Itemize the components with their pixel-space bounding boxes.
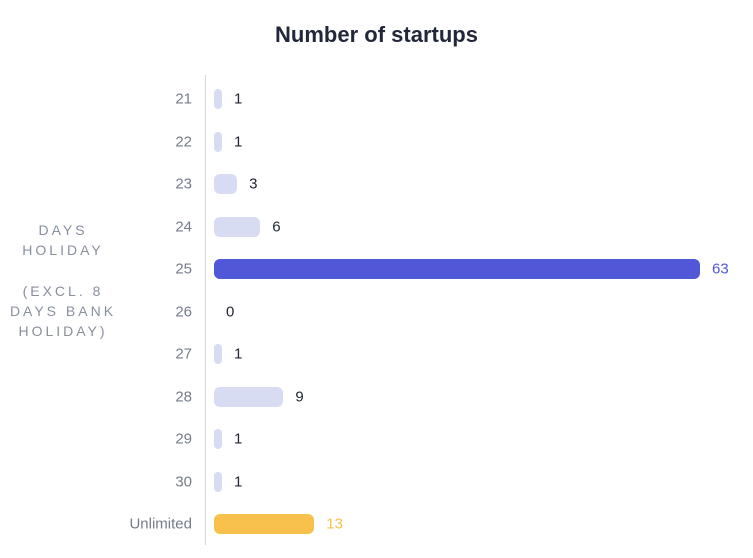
bar bbox=[214, 174, 237, 194]
category-label: 26 bbox=[0, 303, 192, 320]
chart-row: 27 1 bbox=[0, 333, 753, 376]
category-label: 24 bbox=[0, 218, 192, 235]
value-label: 13 bbox=[326, 516, 343, 533]
value-label: 1 bbox=[234, 473, 242, 490]
chart-row: 21 1 bbox=[0, 78, 753, 121]
value-label: 6 bbox=[272, 218, 280, 235]
category-label: 28 bbox=[0, 388, 192, 405]
bar bbox=[214, 387, 283, 407]
chart-row: 23 3 bbox=[0, 163, 753, 206]
category-label: Unlimited bbox=[0, 516, 192, 533]
bar bbox=[214, 344, 222, 364]
chart-row: 25 63 bbox=[0, 248, 753, 291]
value-label: 63 bbox=[712, 261, 729, 278]
bar bbox=[214, 89, 222, 109]
value-label: 1 bbox=[234, 431, 242, 448]
category-label: 22 bbox=[0, 133, 192, 150]
chart-row: 22 1 bbox=[0, 121, 753, 164]
chart-row: 29 1 bbox=[0, 418, 753, 461]
chart-row: 24 6 bbox=[0, 206, 753, 249]
value-label: 0 bbox=[226, 303, 234, 320]
chart-row: 28 9 bbox=[0, 376, 753, 419]
bar bbox=[214, 429, 222, 449]
chart-title: Number of startups bbox=[0, 22, 753, 48]
category-label: 25 bbox=[0, 261, 192, 278]
category-label: 23 bbox=[0, 176, 192, 193]
value-label: 1 bbox=[234, 133, 242, 150]
chart-plot-area: 21 1 22 1 23 3 24 6 25 63 26 0 27 1 28 9 29 1 30 1 Unlimited… bbox=[0, 78, 753, 546]
category-label: 27 bbox=[0, 346, 192, 363]
value-label: 3 bbox=[249, 176, 257, 193]
category-label: 21 bbox=[0, 91, 192, 108]
value-label: 9 bbox=[295, 388, 303, 405]
category-label: 29 bbox=[0, 431, 192, 448]
category-label: 30 bbox=[0, 473, 192, 490]
chart-row: Unlimited 13 bbox=[0, 503, 753, 546]
bar bbox=[214, 132, 222, 152]
bar bbox=[214, 217, 260, 237]
chart-row: 26 0 bbox=[0, 291, 753, 334]
bar bbox=[214, 472, 222, 492]
bar bbox=[214, 514, 314, 534]
chart-row: 30 1 bbox=[0, 461, 753, 504]
value-label: 1 bbox=[234, 346, 242, 363]
bar bbox=[214, 259, 700, 279]
value-label: 1 bbox=[234, 91, 242, 108]
